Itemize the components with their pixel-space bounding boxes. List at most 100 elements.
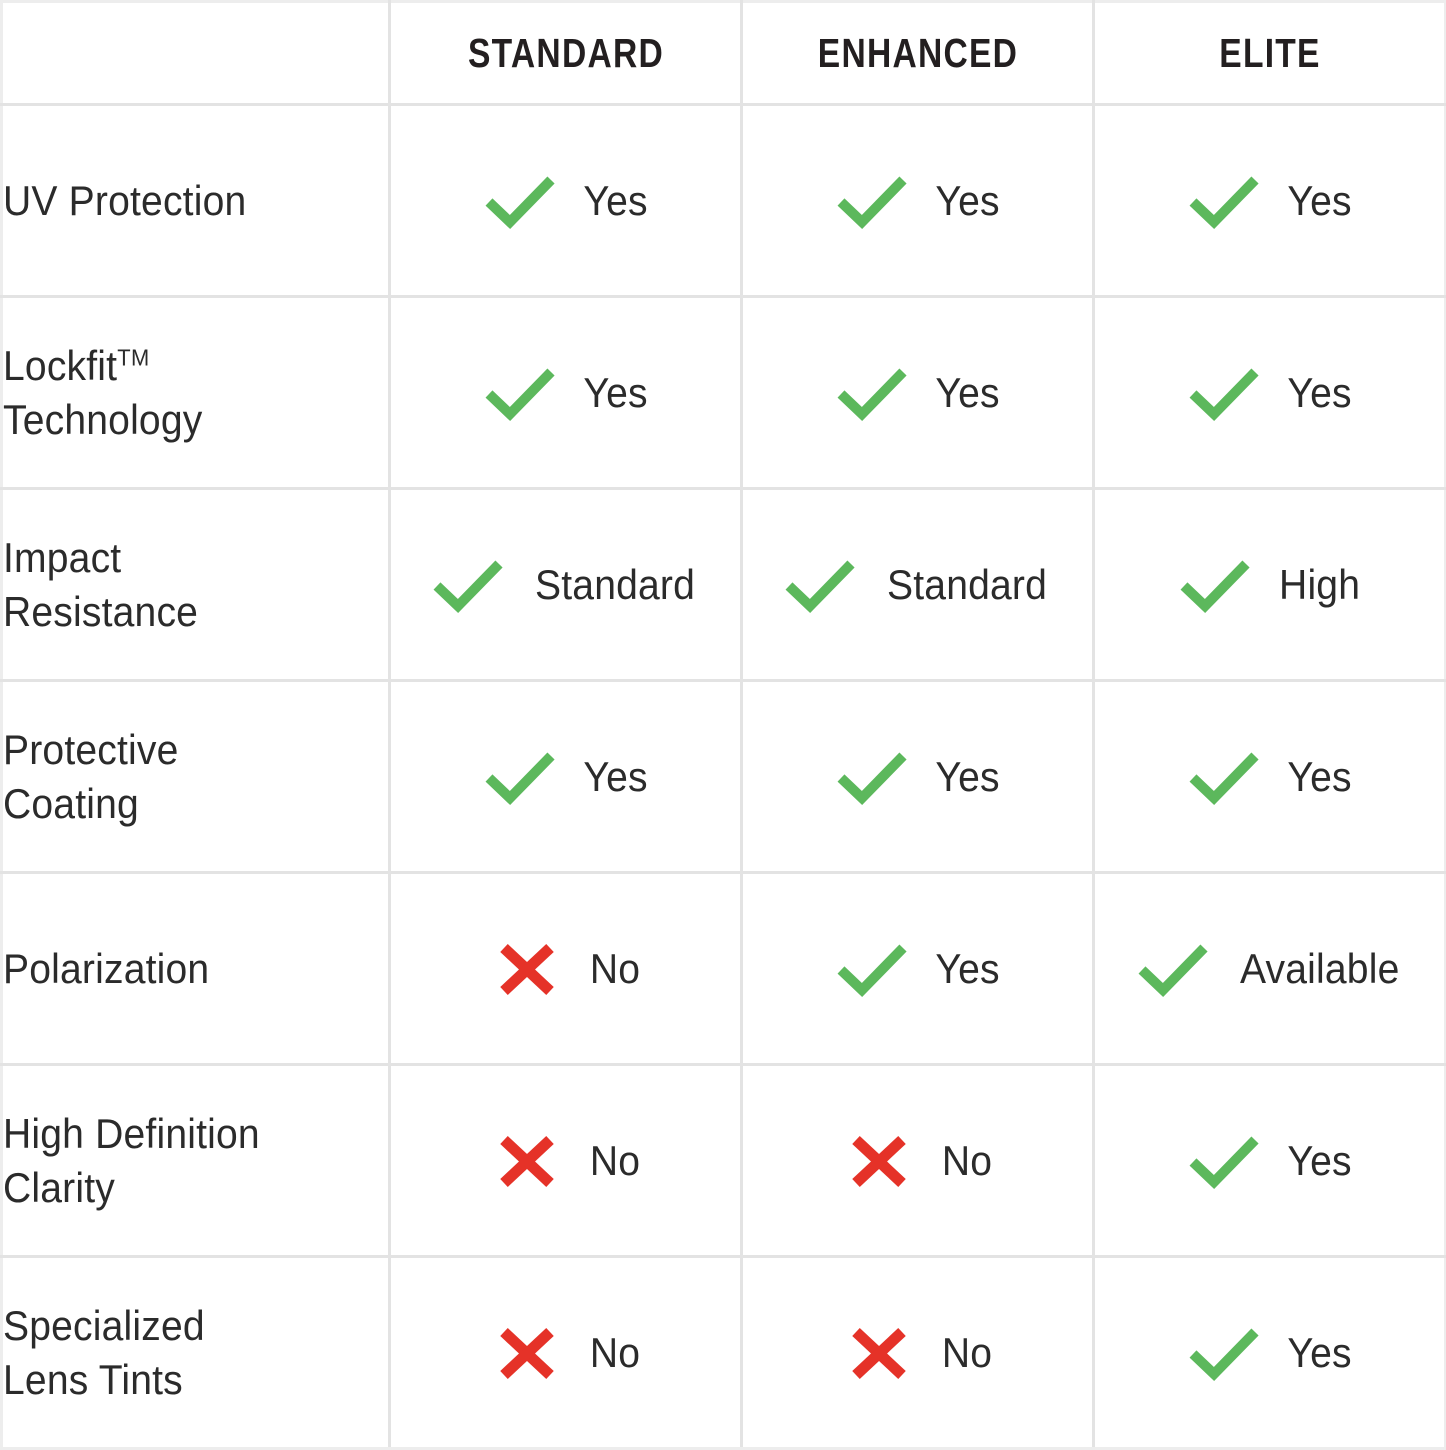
header-row: STANDARD ENHANCED ELITE xyxy=(0,0,1446,106)
feature-label-line2: Clarity xyxy=(3,1163,115,1211)
value-label: Yes xyxy=(1287,1136,1352,1184)
table-row: LockfitTM Technology Yes Yes Yes xyxy=(0,295,1446,490)
header-cell-standard: STANDARD xyxy=(419,0,712,106)
check-icon xyxy=(837,368,907,421)
value-label: Yes xyxy=(935,368,1000,416)
feature-label-line1: Polarization xyxy=(3,944,210,992)
value-label: Available xyxy=(1239,944,1400,992)
table-row: Protective Coating Yes Yes Yes xyxy=(0,679,1446,874)
check-icon xyxy=(1180,560,1250,613)
value-cell-content: No xyxy=(391,1066,740,1255)
feature-cell-polarization: Polarization xyxy=(0,871,391,1066)
table-row: UV Protection Yes Yes Yes xyxy=(0,103,1446,298)
feature-label-line2: Technology xyxy=(3,395,203,443)
value-cell-content: Yes xyxy=(391,106,740,295)
check-icon xyxy=(1138,944,1208,997)
feature-label-line1: LockfitTM xyxy=(3,341,150,389)
value-cell-content: Yes xyxy=(743,106,1092,295)
value-label: No xyxy=(942,1328,993,1376)
value-label: Standard xyxy=(535,560,696,608)
cross-icon xyxy=(852,1327,907,1379)
feature-cell-lockfit-technology: LockfitTM Technology xyxy=(0,295,391,490)
header-cell-elite: ELITE xyxy=(1123,0,1416,106)
table-row: High Definition Clarity No No Yes xyxy=(0,1063,1446,1258)
value-label: Yes xyxy=(1287,176,1352,224)
value-label: Yes xyxy=(583,368,648,416)
check-icon xyxy=(485,752,555,805)
check-icon xyxy=(837,752,907,805)
value-cell-standard: No xyxy=(388,1063,743,1258)
check-icon xyxy=(837,944,907,997)
header-cell-blank xyxy=(0,0,391,106)
value-cell-enhanced: No xyxy=(740,1063,1095,1258)
feature-cell-uv-protection: UV Protection xyxy=(0,103,391,298)
table-row: Polarization No Yes Available xyxy=(0,871,1446,1066)
feature-label-line1: High Definition xyxy=(3,1109,260,1157)
value-cell-content: Yes xyxy=(391,682,740,871)
value-cell-enhanced: Yes xyxy=(740,103,1095,298)
value-cell-enhanced: No xyxy=(740,1255,1095,1450)
value-cell-enhanced: Standard xyxy=(740,487,1095,682)
header-cell-enhanced: ENHANCED xyxy=(771,0,1064,106)
check-icon xyxy=(1189,752,1259,805)
check-icon xyxy=(485,176,555,229)
value-cell-standard: Standard xyxy=(388,487,743,682)
check-icon xyxy=(786,560,856,613)
value-cell-content: High xyxy=(1095,490,1444,679)
value-cell-elite: Yes xyxy=(1092,679,1446,874)
feature-label-line1: Specialized xyxy=(3,1301,205,1349)
value-cell-content: No xyxy=(391,874,740,1063)
check-icon xyxy=(1189,368,1259,421)
value-label: Yes xyxy=(1287,1328,1352,1376)
value-cell-content: No xyxy=(743,1066,1092,1255)
feature-label-line2: Resistance xyxy=(3,587,199,635)
value-cell-standard: No xyxy=(388,871,743,1066)
value-cell-content: No xyxy=(743,1258,1092,1447)
cross-icon xyxy=(500,1135,555,1187)
feature-cell-specialized-lens-tints: Specialized Lens Tints xyxy=(0,1255,391,1450)
value-cell-content: Yes xyxy=(1095,106,1444,295)
value-cell-elite: Available xyxy=(1092,871,1446,1066)
feature-label-line2: Coating xyxy=(3,779,139,827)
table-row: Impact Resistance Standard Standard High xyxy=(0,487,1446,682)
value-cell-content: Standard xyxy=(391,490,740,679)
value-cell-content: No xyxy=(391,1258,740,1447)
check-icon xyxy=(1189,176,1259,229)
value-cell-elite: Yes xyxy=(1092,1063,1446,1258)
value-cell-content: Yes xyxy=(743,682,1092,871)
value-cell-enhanced: Yes xyxy=(740,871,1095,1066)
value-cell-enhanced: Yes xyxy=(740,679,1095,874)
value-label: High xyxy=(1278,560,1361,608)
value-label: Yes xyxy=(1287,368,1352,416)
cross-icon xyxy=(500,943,555,995)
value-label: Yes xyxy=(935,176,1000,224)
feature-label-line1: Impact xyxy=(3,533,122,581)
value-cell-elite: Yes xyxy=(1092,295,1446,490)
value-cell-content: Yes xyxy=(1095,1258,1444,1447)
value-label: Yes xyxy=(935,944,1000,992)
feature-label-line1: UV Protection xyxy=(3,176,247,224)
value-cell-elite: High xyxy=(1092,487,1446,682)
value-label: Yes xyxy=(1287,752,1352,800)
value-cell-enhanced: Yes xyxy=(740,295,1095,490)
value-cell-standard: Yes xyxy=(388,679,743,874)
value-cell-content: Available xyxy=(1095,874,1444,1063)
feature-label-line1: Protective xyxy=(3,725,179,773)
value-label: Yes xyxy=(583,176,648,224)
value-cell-content: Standard xyxy=(743,490,1092,679)
value-cell-content: Yes xyxy=(743,874,1092,1063)
cross-icon xyxy=(500,1327,555,1379)
check-icon xyxy=(434,560,504,613)
value-cell-standard: Yes xyxy=(388,295,743,490)
feature-cell-protective-coating: Protective Coating xyxy=(0,679,391,874)
value-label: Yes xyxy=(935,752,1000,800)
value-cell-standard: No xyxy=(388,1255,743,1450)
value-label: No xyxy=(942,1136,993,1184)
value-cell-content: Yes xyxy=(391,298,740,487)
check-icon xyxy=(1189,1136,1259,1189)
check-icon xyxy=(485,368,555,421)
value-cell-content: Yes xyxy=(1095,1066,1444,1255)
value-label: Yes xyxy=(583,752,648,800)
